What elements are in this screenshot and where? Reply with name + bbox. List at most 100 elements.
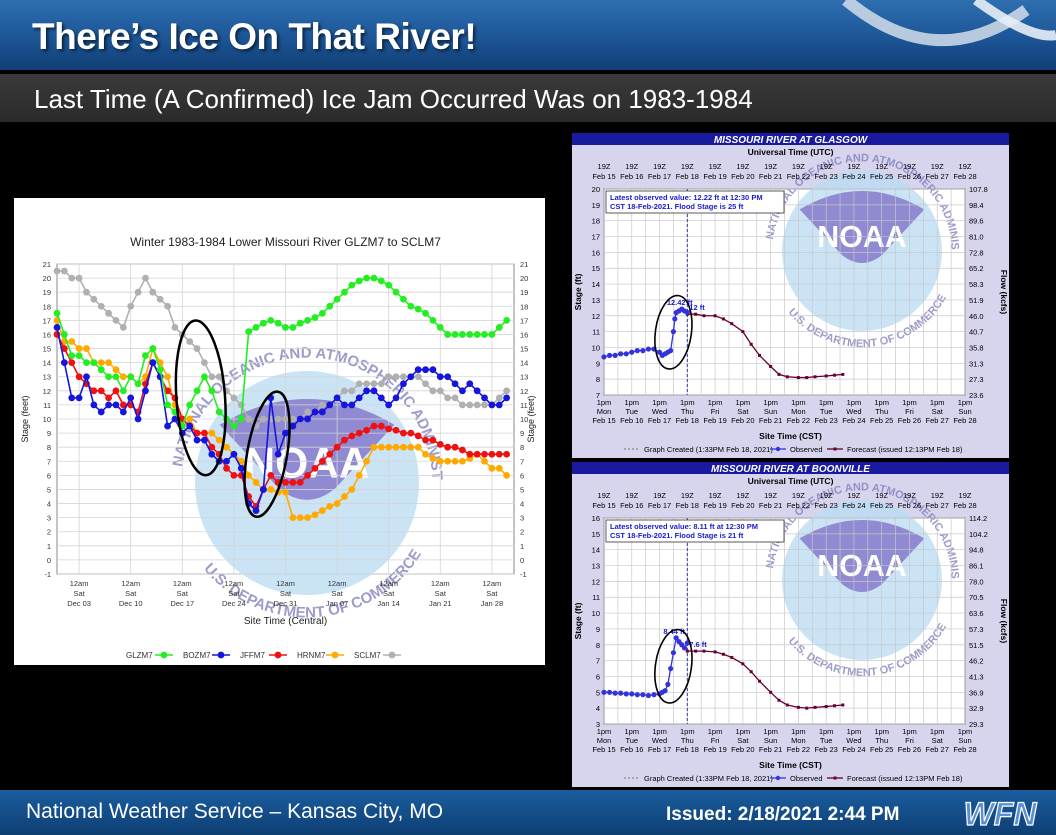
y2-tick-label: 15	[520, 345, 528, 354]
bottom-tick-date: Feb 26	[898, 416, 921, 425]
data-point-sclm7	[436, 387, 444, 395]
y2-tick-label: 70.5	[969, 593, 984, 602]
bottom-tick-day: Wed	[846, 736, 861, 745]
legend-label: JFFM7	[240, 651, 265, 660]
data-point-jffm7	[119, 401, 127, 409]
data-point-sclm7	[422, 380, 429, 388]
data-point-hrnm7	[186, 415, 194, 423]
bottom-tick-date: Feb 17	[648, 745, 671, 754]
data-point-jffm7	[481, 450, 488, 458]
bottom-tick-day: Thu	[875, 407, 888, 416]
bottom-tick-date: Feb 21	[759, 416, 782, 425]
data-point-sclm7	[473, 401, 481, 409]
y2-tick-label: 6	[520, 471, 524, 480]
observed-point	[665, 681, 671, 687]
data-point-jffm7	[407, 429, 415, 437]
data-point-hrnm7	[333, 500, 341, 507]
top-tick-time: 19Z	[709, 491, 722, 500]
data-point-glzm7	[385, 281, 393, 289]
y-tick-label: 6	[47, 471, 51, 480]
y-tick-label: 14	[43, 359, 51, 368]
top-tick-time: 19Z	[903, 491, 916, 500]
data-point-bozm7	[68, 394, 76, 402]
data-point-sclm7	[83, 288, 90, 296]
data-point-sclm7	[348, 387, 356, 395]
top-tick-time: 19Z	[847, 162, 860, 171]
data-point-glzm7	[208, 387, 216, 395]
data-point-glzm7	[149, 345, 157, 352]
top-tick-time: 19Z	[792, 491, 805, 500]
data-point-bozm7	[459, 387, 466, 395]
data-point-bozm7	[311, 408, 319, 416]
data-point-glzm7	[481, 331, 488, 338]
y-tick-label: 10	[592, 609, 600, 618]
data-point-jffm7	[304, 471, 312, 479]
y2-tick-label: 36.9	[969, 688, 984, 697]
data-point-hrnm7	[311, 511, 319, 519]
office-name: National Weather Service – Kansas City, …	[26, 800, 444, 823]
data-point-hrnm7	[495, 464, 503, 472]
data-point-jffm7	[488, 450, 496, 458]
top-tick-date: Feb 26	[898, 172, 921, 181]
data-point-sclm7	[289, 415, 297, 423]
y2-tick-label: 58.3	[969, 280, 984, 289]
data-point-jffm7	[429, 436, 437, 444]
data-point-sclm7	[193, 345, 201, 352]
data-point-sclm7	[363, 380, 370, 388]
data-point-glzm7	[392, 288, 400, 296]
data-point-glzm7	[355, 277, 363, 285]
bottom-tick-time: 1pm	[624, 727, 639, 736]
data-point-jffm7	[208, 443, 216, 451]
y-tick-label: 18	[592, 217, 600, 226]
x-axis-label: Site Time (CST)	[759, 431, 822, 441]
observed-point	[629, 349, 635, 355]
y2-tick-label: 46.2	[969, 657, 984, 666]
data-point-glzm7	[444, 331, 452, 338]
y-tick-label: 17	[592, 233, 600, 242]
bottom-tick-time: 1pm	[847, 398, 862, 407]
y-tick-label: 5	[47, 485, 51, 494]
data-point-sclm7	[495, 394, 503, 402]
top-tick-date: Feb 15	[592, 501, 615, 510]
y2-tick-label: 89.6	[969, 217, 984, 226]
x-tick-label: 12am Sat Dec 31	[274, 579, 298, 608]
data-point-sclm7	[451, 394, 459, 402]
info-box	[605, 519, 785, 543]
data-point-jffm7	[164, 387, 171, 395]
forecast-point	[769, 364, 773, 368]
data-point-sclm7	[304, 408, 312, 416]
data-point-bozm7	[503, 394, 511, 402]
data-point-glzm7	[201, 373, 208, 381]
bottom-tick-date: Feb 28	[953, 416, 976, 425]
data-point-bozm7	[119, 408, 127, 416]
bottom-tick-date: Feb 17	[648, 416, 671, 425]
y2-tick-label: 32.9	[969, 704, 984, 713]
y-tick-label: 11	[592, 328, 600, 337]
y-tick-label: 19	[592, 201, 600, 210]
data-point-glzm7	[503, 316, 511, 324]
forecast-point	[785, 375, 789, 379]
data-point-glzm7	[127, 373, 135, 381]
forecast-point	[730, 655, 734, 659]
y2-tick-label: -1	[520, 570, 527, 579]
data-point-bozm7	[230, 450, 238, 458]
top-tick-date: Feb 15	[592, 172, 615, 181]
y2-tick-label: 72.8	[969, 248, 984, 257]
top-tick-time: 19Z	[598, 491, 611, 500]
top-tick-time: 19Z	[681, 491, 694, 500]
data-point-bozm7	[495, 401, 503, 409]
legend-observed: Observed	[790, 445, 823, 454]
y-tick-label: 16	[592, 248, 600, 257]
bottom-tick-time: 1pm	[819, 727, 834, 736]
legend-swatch-dot	[274, 651, 282, 659]
data-point-glzm7	[341, 288, 348, 296]
data-point-sclm7	[370, 380, 378, 388]
data-point-jffm7	[392, 426, 400, 434]
y2-tick-label: 94.8	[969, 546, 984, 555]
y-axis-label: Stage (ft)	[573, 602, 583, 639]
forecast-point	[832, 373, 836, 377]
data-point-sclm7	[245, 415, 253, 423]
data-point-sclm7	[127, 302, 135, 310]
data-point-jffm7	[68, 359, 76, 367]
bottom-tick-day: Sat	[932, 407, 944, 416]
